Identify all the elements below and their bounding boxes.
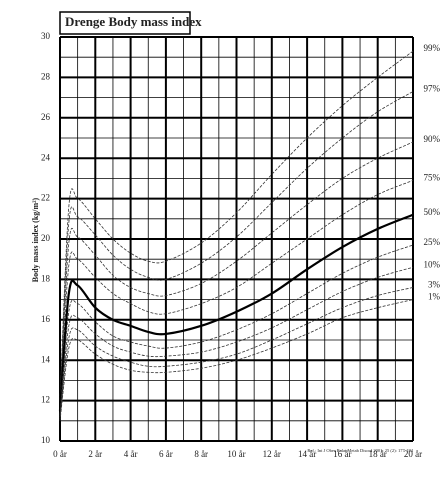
y-tick-label: 26 bbox=[41, 112, 51, 122]
chart-title: Drenge Body mass index bbox=[65, 14, 202, 29]
title-box bbox=[59, 11, 191, 35]
x-tick-label: 14 år bbox=[298, 449, 316, 459]
y-tick-label: 20 bbox=[41, 233, 51, 243]
legend-label: 25% bbox=[424, 237, 441, 247]
y-tick-label: 18 bbox=[41, 273, 51, 283]
x-tick-label: 18 år bbox=[369, 449, 387, 459]
legend-label: 1% bbox=[428, 292, 441, 302]
x-tick-label: 10 år bbox=[227, 449, 245, 459]
y-tick-label: 16 bbox=[41, 314, 51, 324]
percentile-line bbox=[59, 180, 414, 407]
x-tick-label: 16 år bbox=[333, 449, 351, 459]
x-tick-label: 12 år bbox=[263, 449, 281, 459]
legend-label: 3% bbox=[428, 280, 441, 290]
x-tick-label: 4 år bbox=[124, 449, 138, 459]
x-tick-label: 6 år bbox=[159, 449, 173, 459]
y-tick-label: 28 bbox=[41, 71, 51, 81]
legend-label: 97% bbox=[424, 84, 441, 94]
y-tick-label: 10 bbox=[41, 435, 51, 445]
x-tick-label: 0 år bbox=[53, 449, 67, 459]
y-tick-label: 30 bbox=[41, 31, 51, 41]
percentile-line bbox=[59, 141, 414, 405]
x-tick-label: 20 år bbox=[404, 449, 422, 459]
percentile-line bbox=[58, 213, 414, 411]
x-tick-label: 2 år bbox=[88, 449, 102, 459]
y-tick-label: 22 bbox=[41, 193, 50, 203]
y-tick-label: 24 bbox=[41, 152, 51, 162]
reference: Ref.: Int J Obes Relat Metab Disord 2001… bbox=[307, 448, 413, 453]
legend-label: 50% bbox=[424, 207, 441, 217]
percentile-line bbox=[59, 50, 414, 401]
percentile-line bbox=[59, 91, 414, 403]
percentile-line bbox=[59, 299, 414, 421]
y-tick-label: 12 bbox=[41, 395, 50, 405]
percentile-line bbox=[59, 266, 414, 417]
legend-label: 75% bbox=[424, 172, 441, 182]
percentile-line bbox=[59, 287, 414, 419]
y-axis-label: Body mass index (kg/m²) bbox=[31, 197, 40, 282]
legend-label: 90% bbox=[424, 134, 441, 144]
x-tick-label: 8 år bbox=[194, 449, 208, 459]
legend-label: 99% bbox=[424, 43, 441, 53]
legend-label: 10% bbox=[424, 259, 441, 269]
percentile-line bbox=[59, 244, 414, 415]
y-tick-label: 14 bbox=[41, 354, 51, 364]
